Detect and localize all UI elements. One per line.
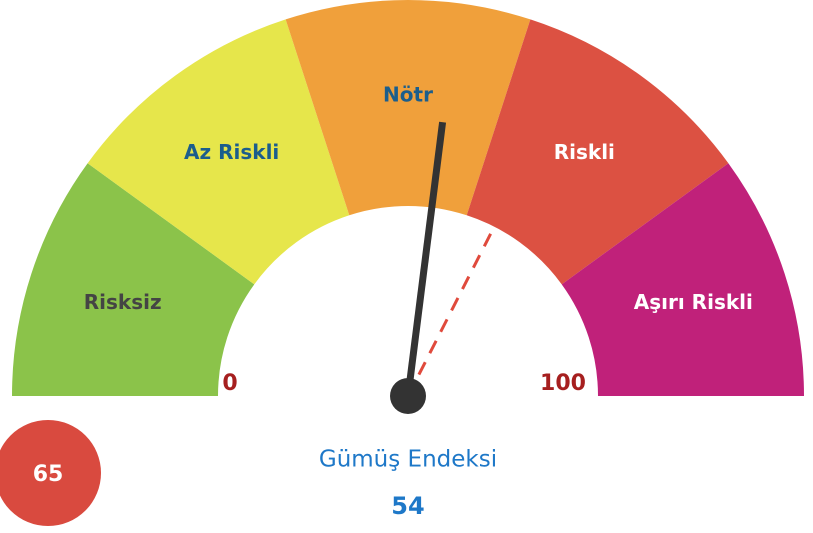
gauge-title: Gümüş Endeksi xyxy=(319,447,497,473)
band-label: Az Riskli xyxy=(184,140,279,164)
band-label: Riskli xyxy=(554,140,615,164)
band-label: Risksiz xyxy=(84,290,162,314)
reference-badge xyxy=(0,420,101,526)
gauge-band xyxy=(87,19,350,285)
reference-line xyxy=(406,226,496,397)
band-label: Nötr xyxy=(383,83,433,107)
gauge-band xyxy=(285,0,531,216)
gauge-value: 54 xyxy=(391,492,424,520)
max-label: 100 xyxy=(540,371,586,396)
min-label: 0 xyxy=(222,371,237,396)
gauge-band xyxy=(561,163,804,396)
gauge-band xyxy=(12,163,255,396)
needle xyxy=(404,121,447,397)
band-label: Aşırı Riskli xyxy=(634,290,753,314)
gauge-band xyxy=(466,19,729,285)
reference-value: 65 xyxy=(33,462,64,487)
needle-hub xyxy=(390,378,426,414)
